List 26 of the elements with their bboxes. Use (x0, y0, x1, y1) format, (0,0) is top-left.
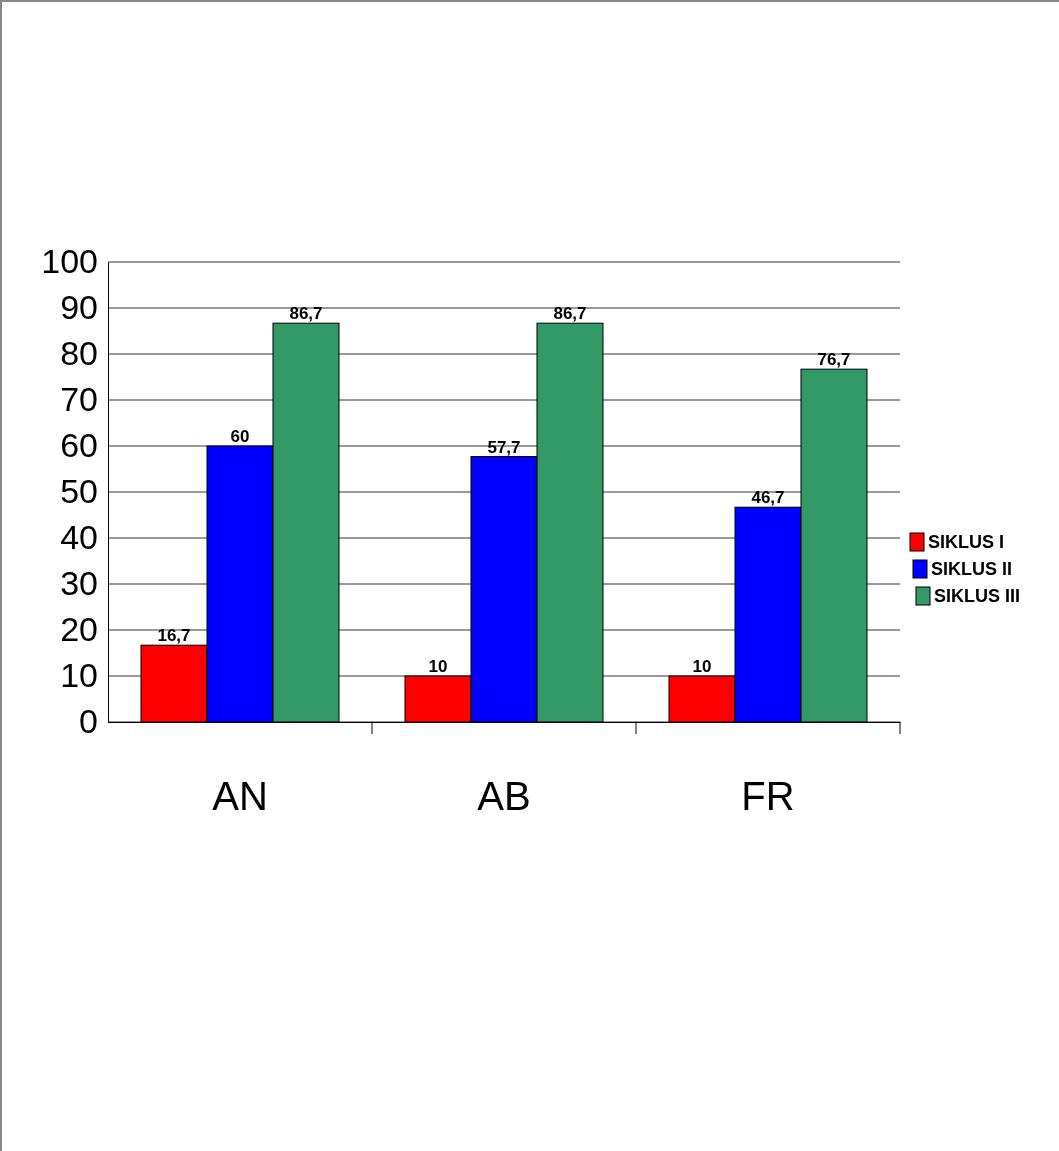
data-label: 86,7 (553, 304, 587, 324)
x-tick-label: AN (212, 774, 268, 819)
data-label: 10 (428, 657, 448, 676)
legend-label: SIKLUS I (928, 532, 1005, 552)
data-label: 76,7 (817, 350, 851, 370)
x-tick-label: FR (741, 774, 795, 819)
y-tick-label: 50 (60, 472, 98, 511)
y-tick-label: 40 (60, 518, 98, 557)
y-tick-label: 30 (60, 564, 98, 603)
y-tick-label: 80 (60, 334, 98, 373)
y-tick-label: 100 (41, 242, 98, 281)
y-tick-label: 10 (60, 656, 98, 695)
y-tick-label: 70 (60, 380, 98, 419)
y-tick-label: 90 (60, 288, 98, 327)
legend-label: SIKLUS II (931, 559, 1013, 579)
y-tick-label: 60 (60, 426, 98, 465)
data-label: 60 (230, 427, 250, 446)
legend-label: SIKLUS III (934, 586, 1021, 606)
y-tick-label: 20 (60, 610, 98, 649)
data-label: 46,7 (751, 488, 785, 508)
x-tick-label: AB (477, 774, 531, 819)
data-label: 16,7 (157, 626, 191, 646)
y-tick-label: 0 (79, 702, 98, 741)
data-label: 86,7 (289, 304, 323, 324)
data-label: 10 (692, 657, 712, 676)
data-label: 57,7 (487, 437, 521, 457)
